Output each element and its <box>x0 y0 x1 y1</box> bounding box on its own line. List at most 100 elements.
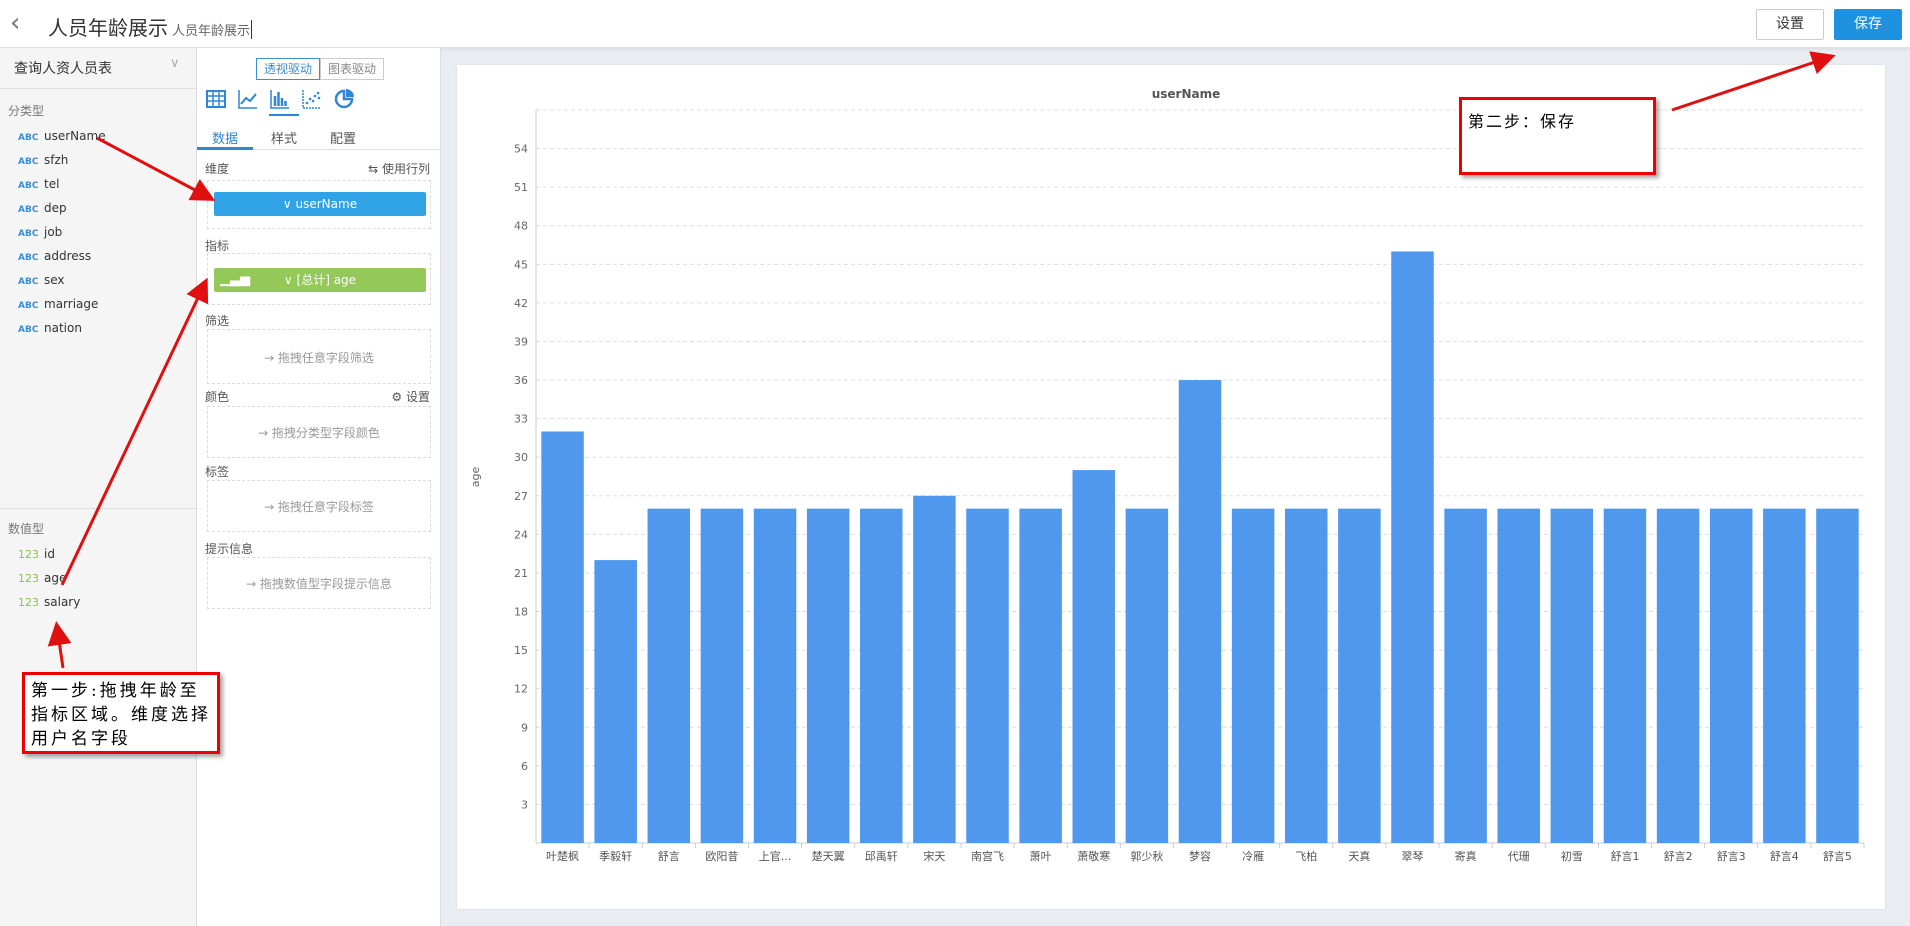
field-name: salary <box>44 595 81 609</box>
x-tick-label: 萧敬寒 <box>1077 849 1110 863</box>
color-settings-button[interactable]: ⚙ 设置 <box>391 388 430 405</box>
field-sidebar: 查询人资人员表 ∨ 分类型 ABC userName ABC sfzh ABC tel AB… <box>0 48 197 926</box>
field-age[interactable]: 123 age <box>18 568 66 588</box>
x-tick-label: 舒言4 <box>1770 849 1799 863</box>
field-address[interactable]: ABC address <box>18 246 91 266</box>
y-tick-label: 15 <box>514 644 528 657</box>
active-tab-indicator <box>197 147 253 150</box>
bar <box>1656 508 1700 843</box>
x-tick-label: 南宫飞 <box>971 849 1004 863</box>
x-tick-label: 翠琴 <box>1401 850 1423 863</box>
field-nation[interactable]: ABC nation <box>18 318 82 338</box>
x-tick-label: 天真 <box>1348 849 1370 863</box>
dataset-select[interactable]: 查询人资人员表 <box>14 61 112 77</box>
tag-label: 标签 <box>205 465 230 479</box>
config-panel: 透视驱动 图表驱动 数据 样式 配置 维度 ⇆ 使用行列 ∨ userName … <box>197 48 441 926</box>
field-id[interactable]: 123 id <box>18 544 55 564</box>
dimension-pill[interactable]: ∨ userName <box>214 192 426 216</box>
x-tick-label: 季毅轩 <box>599 849 632 863</box>
x-tick-label: 梦容 <box>1189 849 1211 863</box>
field-name: age <box>44 571 67 585</box>
x-tick-label: 冷雁 <box>1242 850 1264 863</box>
bar <box>1019 508 1062 843</box>
step1-annotation: 第一步:拖拽年龄至指标区域。维度选择用户名字段 <box>22 672 220 754</box>
use-row-col-button[interactable]: ⇆ 使用行列 <box>368 162 430 176</box>
y-tick-label: 33 <box>514 413 528 426</box>
mode-chart[interactable]: 图表驱动 <box>320 58 385 80</box>
bar <box>1178 380 1222 843</box>
pie-chart-icon[interactable] <box>333 88 357 110</box>
tooltip-label: 提示信息 <box>205 542 254 556</box>
field-name: address <box>44 249 92 263</box>
step2-annotation: 第二步：保存 <box>1459 97 1656 175</box>
bar <box>1125 508 1169 843</box>
chevron-down-icon[interactable]: ∨ <box>170 56 180 71</box>
tab-data[interactable]: 数据 <box>212 132 239 147</box>
y-tick-label: 24 <box>514 528 528 541</box>
save-button[interactable]: 保存 <box>1834 9 1902 40</box>
tab-style[interactable]: 样式 <box>271 132 298 147</box>
field-salary[interactable]: 123 salary <box>18 592 80 612</box>
tag-dropzone[interactable]: → 拖拽任意字段标签 <box>207 480 431 532</box>
scatter-icon[interactable] <box>301 88 325 110</box>
color-dropzone[interactable]: → 拖拽分类型字段颜色 <box>207 406 431 458</box>
x-tick-label: 代珊 <box>1508 850 1530 863</box>
field-sex[interactable]: ABC sex <box>18 270 65 290</box>
x-tick-label: 叶楚枫 <box>546 849 579 863</box>
filter-dropzone[interactable]: → 拖拽任意字段筛选 <box>207 329 431 384</box>
x-tick-label: 上官... <box>759 849 792 863</box>
field-sfzh[interactable]: ABC sfzh <box>18 150 68 170</box>
bar <box>1231 508 1275 843</box>
tooltip-dropzone[interactable]: → 拖拽数值型字段提示信息 <box>207 557 431 609</box>
header: ‹ 人员年龄展示 人员年龄展示 设置 保存 <box>0 0 1910 48</box>
settings-button[interactable]: 设置 <box>1756 9 1824 40</box>
category-section-label: 分类型 <box>8 104 45 118</box>
back-arrow-icon[interactable]: ‹ <box>10 8 21 38</box>
y-tick-label: 39 <box>514 335 528 348</box>
field-name: userName <box>44 129 106 143</box>
color-label: 颜色 <box>205 390 230 404</box>
x-tick-label: 舒言 <box>658 849 680 863</box>
field-marriage[interactable]: ABC marriage <box>18 294 98 314</box>
y-tick-label: 6 <box>521 760 528 773</box>
tab-config[interactable]: 配置 <box>330 132 357 147</box>
field-name: id <box>44 547 55 561</box>
dimension-dropzone[interactable] <box>207 180 431 229</box>
field-userName[interactable]: ABC userName <box>18 126 106 146</box>
mode-pivot[interactable]: 透视驱动 <box>256 58 321 80</box>
bar <box>1391 251 1434 843</box>
bar-chart-icon[interactable] <box>269 88 293 110</box>
field-dep[interactable]: ABC dep <box>18 198 67 218</box>
field-tel[interactable]: ABC tel <box>18 174 59 194</box>
measure-pill[interactable]: ▁▃▅ ∨ [总计] age <box>214 268 426 292</box>
y-tick-label: 36 <box>514 374 528 387</box>
x-tick-label: 萧叶 <box>1030 850 1052 863</box>
bar <box>1709 508 1753 843</box>
x-tick-label: 欧阳昔 <box>705 850 738 863</box>
measure-value: ∨ [总计] age <box>283 273 357 287</box>
line-chart-icon[interactable] <box>237 88 261 110</box>
bar <box>1497 508 1540 843</box>
x-tick-label: 舒言1 <box>1610 849 1639 863</box>
field-job[interactable]: ABC job <box>18 222 62 242</box>
y-tick-label: 18 <box>514 606 528 619</box>
field-name: tel <box>44 177 60 191</box>
filter-label: 筛选 <box>205 314 230 328</box>
bar <box>753 508 797 843</box>
x-tick-label: 邱禹轩 <box>865 849 898 863</box>
y-tick-label: 27 <box>514 490 528 503</box>
bar <box>1816 508 1859 843</box>
y-axis-label: age <box>469 467 482 488</box>
dimension-label: 维度 <box>205 162 230 176</box>
color-settings-label: 设置 <box>405 390 430 404</box>
number-type-icon: 123 <box>18 572 39 585</box>
filter-hint: → 拖拽任意字段筛选 <box>264 351 374 365</box>
y-tick-label: 48 <box>514 220 528 233</box>
x-tick-label: 飞柏 <box>1295 849 1317 863</box>
bar <box>860 508 903 843</box>
bar <box>1550 508 1594 843</box>
x-tick-label: 宋天 <box>923 849 945 863</box>
table-icon[interactable] <box>205 88 229 110</box>
subtitle-input[interactable]: 人员年龄展示 <box>172 20 253 39</box>
number-type-icon: 123 <box>18 548 39 561</box>
